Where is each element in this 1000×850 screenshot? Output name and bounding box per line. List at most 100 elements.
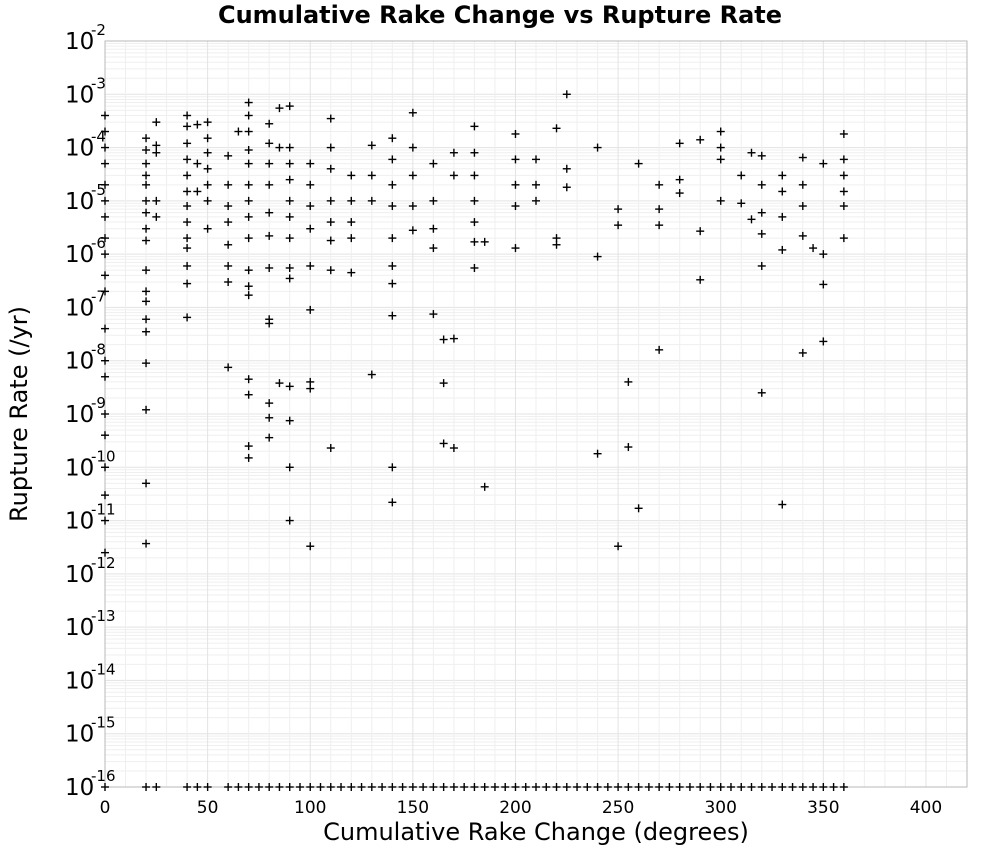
data-point [275,379,284,388]
y-tick-exponent: -4 [91,128,106,146]
data-point-floor [521,783,530,791]
data-point [347,196,356,205]
data-point [839,155,848,164]
data-point-floor [470,783,479,791]
data-point [142,236,151,245]
data-point [696,275,705,284]
data-point [757,180,766,189]
data-point-floor [624,783,633,791]
data-point [367,141,376,150]
data-point [244,375,253,384]
data-point [655,180,664,189]
data-point [285,175,294,184]
data-point [142,159,151,168]
data-point [142,297,151,306]
data-point [562,90,571,99]
data-point-floor [788,783,797,791]
data-point [388,134,397,143]
data-point-floor [490,783,499,791]
data-point [347,234,356,243]
data-point [326,218,335,227]
data-point [809,244,818,253]
data-point [224,180,233,189]
data-point [285,516,294,525]
data-point [101,516,109,525]
data-point [142,266,151,275]
data-point-floor [737,783,746,791]
data-point [429,310,438,319]
data-point [778,212,787,221]
data-point [614,205,623,214]
x-tick-label: 200 [499,798,531,818]
data-point-floor [203,783,212,791]
data-point [757,229,766,238]
data-point-floor [326,783,335,791]
data-point-floor [778,783,787,791]
data-point [234,127,243,136]
data-point-floor [839,783,848,791]
data-point [101,431,109,440]
y-tick-base: 10 [65,615,94,641]
data-point [152,141,161,150]
data-points [101,90,848,791]
data-point [614,542,623,551]
data-point [429,159,438,168]
data-point [470,148,479,157]
data-point [562,183,571,192]
y-tick-exponent: -13 [91,607,116,625]
data-point [244,453,253,462]
y-tick-base: 10 [65,455,94,481]
data-point [470,218,479,227]
data-point [388,155,397,164]
data-point [593,449,602,458]
data-point [449,334,458,343]
data-point [193,187,202,196]
data-point [285,382,294,391]
data-point-floor [193,783,202,791]
data-point [326,266,335,275]
data-point [511,129,520,138]
data-point-floor [726,783,735,791]
data-point-floor [829,783,838,791]
data-point-floor [224,783,233,791]
y-tick-label: 10-6 [65,234,106,268]
y-tick-label: 10-7 [65,287,106,321]
data-point [429,244,438,253]
data-point [326,143,335,152]
data-point [511,202,520,211]
data-point-floor [675,783,684,791]
data-point [326,196,335,205]
data-point [470,171,479,180]
data-point [439,439,448,448]
data-point [429,224,438,233]
data-point [142,171,151,180]
data-point-floor [265,783,274,791]
data-point [244,180,253,189]
data-point [798,180,807,189]
data-point [778,187,787,196]
data-point [265,399,274,408]
data-point [285,416,294,425]
data-point-floor [419,783,428,791]
data-point-floor [285,783,294,791]
data-point [101,491,109,500]
data-point-floor [347,783,356,791]
data-point [675,189,684,198]
data-point [142,287,151,296]
data-point [757,388,766,397]
y-tick-label: 10-9 [65,394,106,428]
data-point [183,313,192,322]
data-point [798,153,807,162]
y-tick-label: 10-12 [65,554,116,588]
data-point [285,234,294,243]
data-point [655,205,664,214]
data-point [244,266,253,275]
data-point [183,111,192,120]
data-point [265,263,274,272]
data-point-floor [665,783,674,791]
data-point [737,199,746,208]
data-point [408,108,417,117]
data-point-floor [706,783,715,791]
data-point [244,146,253,155]
